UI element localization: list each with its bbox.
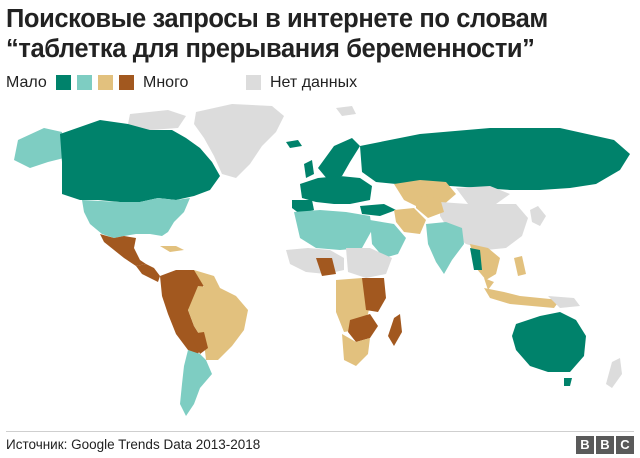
region-madagascar (388, 314, 402, 346)
region-mozambique-zambia (348, 314, 378, 342)
region-western-europe (300, 176, 372, 204)
region-south-africa (342, 334, 370, 366)
region-russia (360, 128, 630, 190)
bbc-logo: B B C (576, 436, 634, 454)
legend-high-label: Много (143, 74, 189, 91)
region-mexico (100, 234, 146, 266)
region-svalbard (336, 106, 356, 116)
region-myanmar (470, 248, 482, 270)
region-indonesia (484, 288, 560, 308)
bbc-logo-letter-2: B (596, 436, 614, 454)
region-andes-north (160, 270, 206, 354)
region-iceland (286, 140, 302, 148)
region-mongolia (456, 186, 510, 204)
region-new-zealand (606, 358, 622, 388)
region-central-america (136, 264, 160, 282)
region-arabia (370, 220, 406, 258)
region-west-africa (286, 248, 344, 274)
region-brazil (188, 286, 248, 360)
region-iran (394, 208, 426, 234)
region-papua (548, 296, 580, 308)
world-map (14, 104, 630, 416)
source-note: Источник: Google Trends Data 2013-2018 (6, 437, 261, 452)
region-scandinavia (318, 138, 360, 180)
legend-swatch-lowest (56, 75, 71, 90)
region-east-africa-north (346, 248, 392, 278)
legend-no-data-label: Нет данных (270, 74, 358, 91)
bbc-logo-letter-1: B (576, 436, 594, 454)
region-central-asia (416, 196, 444, 218)
legend-swatch-no-data (246, 75, 261, 90)
region-greenland (194, 104, 284, 178)
region-guianas (194, 270, 220, 290)
footer-divider (6, 431, 634, 432)
bbc-logo-letter-3: C (616, 436, 634, 454)
region-india (426, 222, 464, 274)
legend-swatch-low (77, 75, 92, 90)
region-tasmania (564, 378, 572, 386)
region-arctic-islands (128, 110, 186, 130)
region-australia (512, 312, 586, 372)
region-alaska (14, 128, 64, 168)
region-east-africa (362, 278, 386, 312)
region-iberia (292, 200, 314, 214)
region-canada (60, 120, 220, 202)
region-bolivia (190, 332, 208, 354)
legend-swatch-highest (119, 75, 134, 90)
region-argentina (180, 350, 212, 416)
region-nigeria (316, 258, 336, 276)
region-philippines (514, 256, 526, 276)
region-malaysia (484, 278, 494, 290)
region-caribbean (160, 246, 184, 252)
map-title: Поисковые запросы в интернете по словам … (6, 5, 548, 63)
region-north-africa (294, 210, 372, 250)
region-korea-japan (530, 206, 546, 226)
region-usa (82, 198, 190, 238)
legend-low-label: Мало (6, 74, 47, 91)
region-turkey (360, 204, 396, 216)
region-uk (304, 160, 314, 178)
legend-swatch-high (98, 75, 113, 90)
